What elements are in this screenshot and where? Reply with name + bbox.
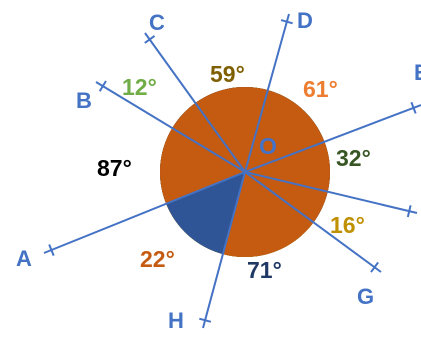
angle-b-o-c-label: 12° — [122, 74, 157, 100]
tick-mark-a — [48, 244, 55, 256]
ray-ob — [95, 81, 246, 173]
ray-oc — [144, 32, 246, 173]
point-label-e: E — [414, 60, 421, 85]
point-label-a: A — [16, 246, 32, 271]
tick-mark-e — [410, 101, 417, 114]
angle-h-o-a-label: 22° — [140, 246, 175, 272]
angle-sectors — [159, 87, 331, 258]
center-label-o: O — [259, 133, 277, 159]
tick-mark-c — [144, 35, 156, 44]
tick-mark-f — [406, 205, 412, 218]
angle-g-o-h-label: 71° — [247, 257, 282, 283]
angle-f-o-g-label: 16° — [330, 212, 365, 238]
point-label-b: B — [76, 88, 92, 113]
point-label-c: C — [149, 10, 165, 35]
tick-mark-h — [199, 317, 212, 323]
ray-oh — [202, 171, 246, 329]
ray-od — [244, 13, 290, 173]
ray-og — [244, 171, 382, 273]
ray-of — [244, 171, 418, 214]
angle-e-o-f-label: 32° — [336, 145, 371, 171]
rays — [43, 13, 421, 329]
tick-mark-d — [280, 19, 293, 25]
point-label-d: D — [297, 8, 313, 33]
angle-d-o-e-label: 61° — [303, 76, 338, 102]
tick-mark-b — [98, 80, 107, 92]
tick-mark-g — [370, 261, 379, 273]
labels: ABCDEFGH87°12°59°61°32°16°71°22°O — [16, 8, 421, 333]
point-label-g: G — [357, 284, 374, 309]
point-label-h: H — [168, 308, 184, 333]
angle-a-o-b-label: 87° — [97, 155, 132, 181]
ray-oe — [244, 104, 421, 173]
angle-c-o-d-label: 59° — [210, 61, 245, 87]
ray-oa — [43, 171, 246, 254]
